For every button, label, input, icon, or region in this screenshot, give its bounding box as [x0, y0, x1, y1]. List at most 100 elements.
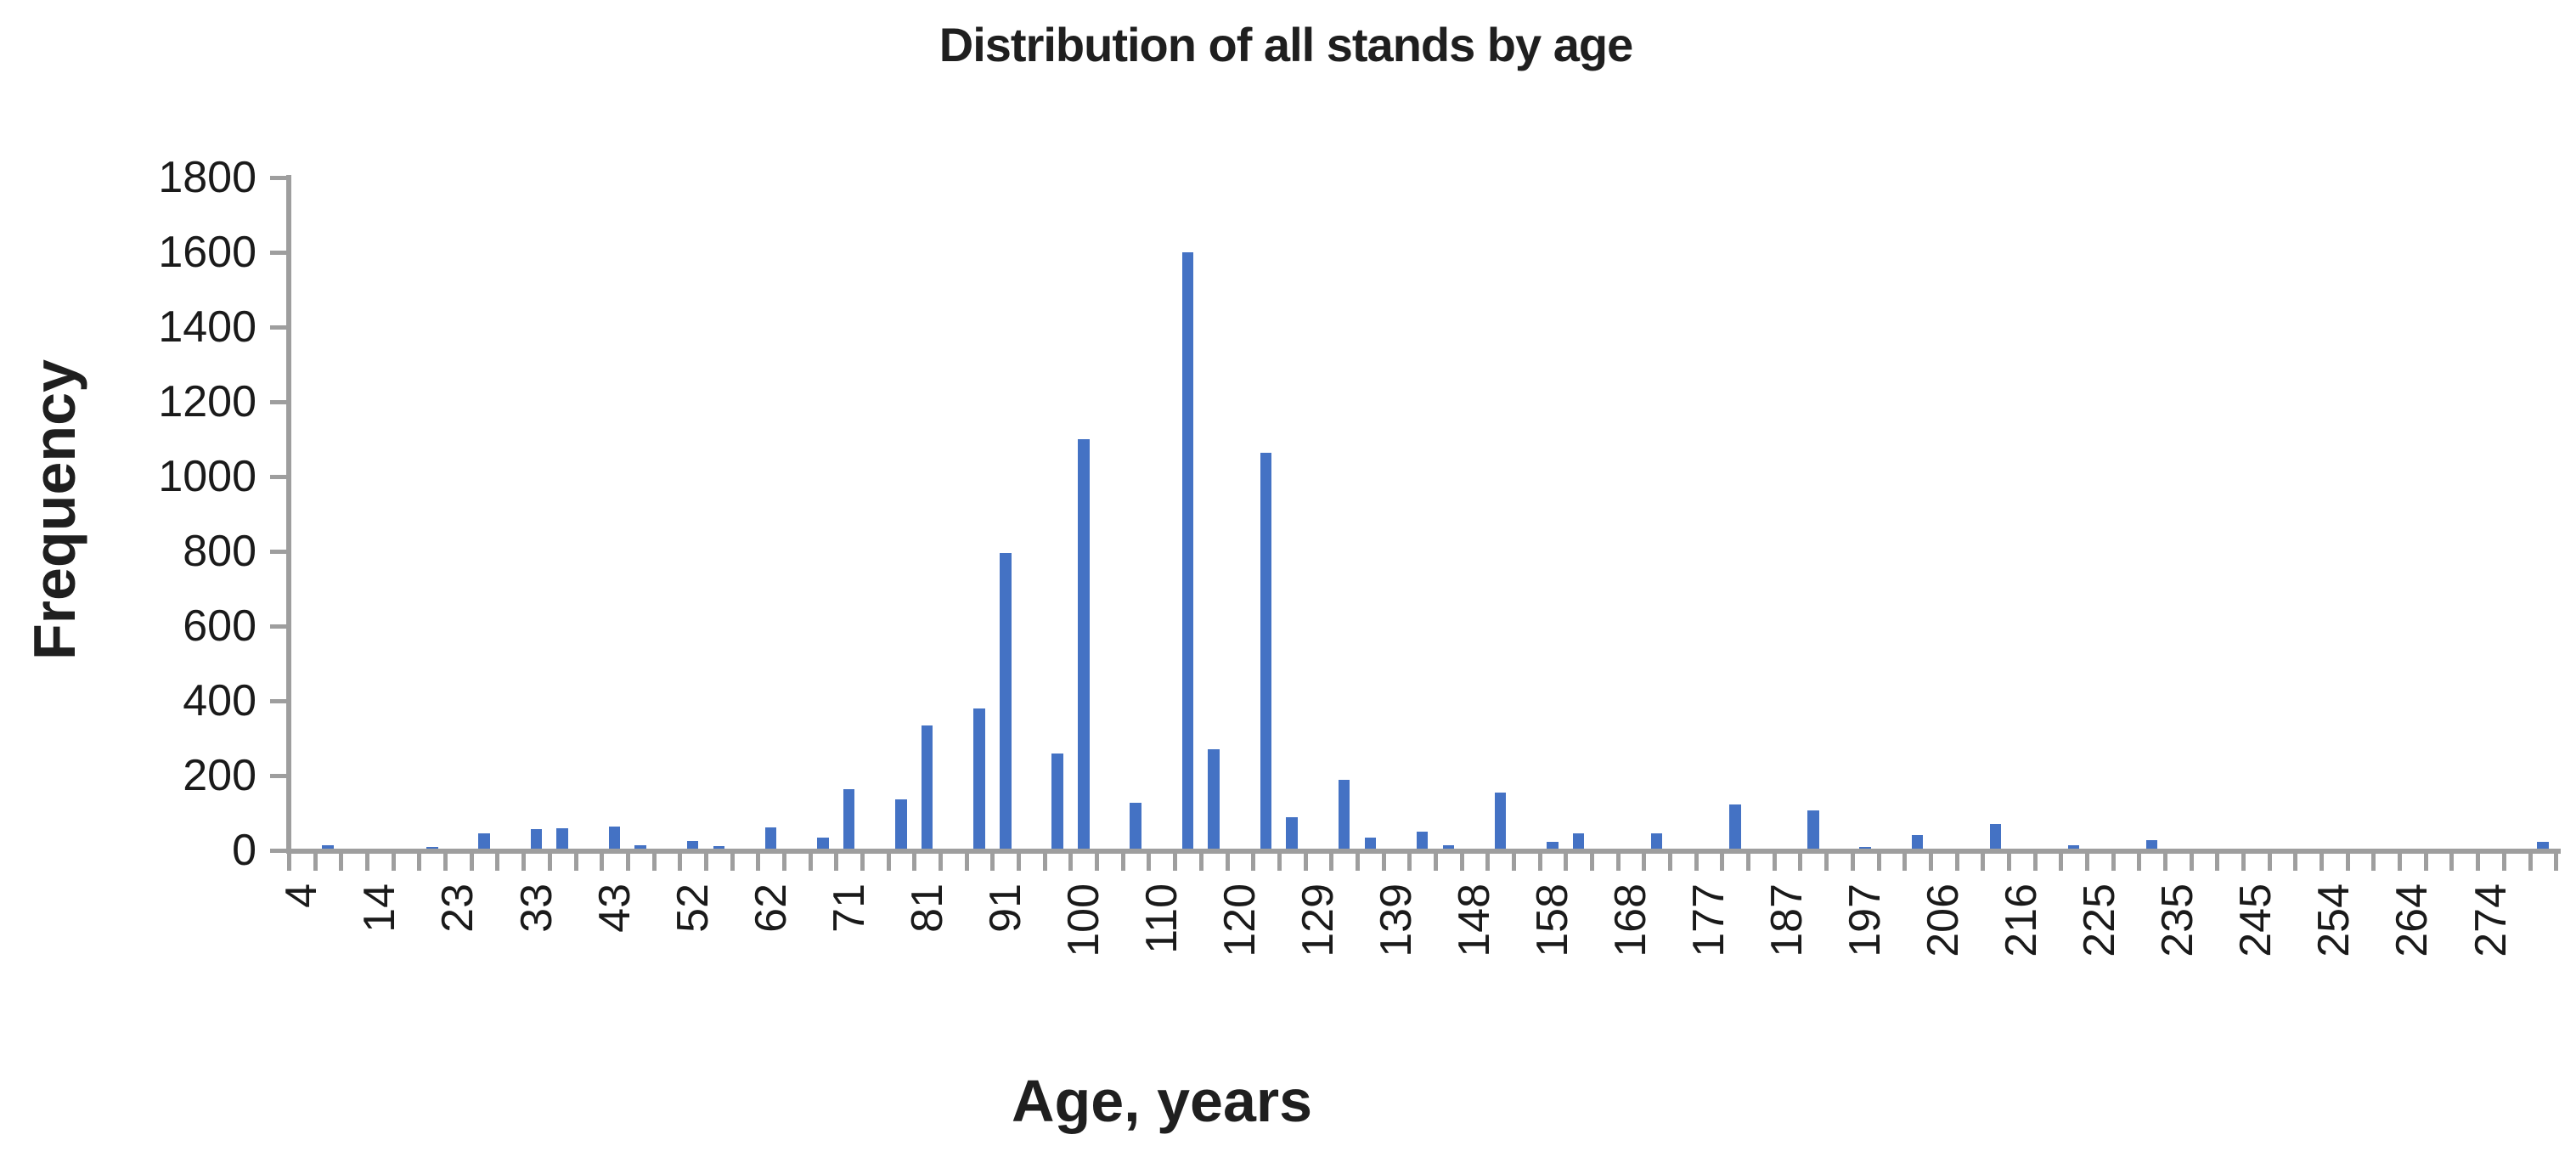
x-axis-tick	[703, 854, 708, 871]
x-axis-tick	[1954, 854, 1959, 871]
y-axis-tick-label: 1400	[158, 302, 256, 352]
bar	[530, 829, 543, 849]
x-axis-tick-label: 91	[980, 883, 1030, 933]
bar	[1051, 753, 1063, 849]
x-axis-tick	[600, 854, 605, 871]
bar	[634, 844, 646, 849]
x-axis-tick	[2476, 854, 2481, 871]
x-axis-tick-label: 148	[1449, 883, 1499, 957]
x-axis-tick	[678, 854, 683, 871]
x-axis-tick-label: 216	[1997, 883, 2047, 957]
x-axis-tick	[1981, 854, 1986, 871]
x-axis-tick	[2084, 854, 2089, 871]
y-axis-tick-label: 1000	[158, 452, 256, 501]
y-axis-tick	[270, 325, 286, 330]
x-axis-tick	[1095, 854, 1100, 871]
y-axis-tick-label: 400	[183, 676, 256, 725]
x-axis-tick	[417, 854, 422, 871]
x-axis-tick-label: 71	[824, 883, 874, 933]
x-axis-tick	[1590, 854, 1594, 871]
x-axis-tick	[1277, 854, 1282, 871]
x-axis-tick	[1642, 854, 1647, 871]
x-axis-tick	[1329, 854, 1334, 871]
y-axis-tick	[270, 400, 286, 404]
x-axis-tick	[939, 854, 943, 871]
x-axis-tick	[2501, 854, 2506, 871]
x-axis-tick	[808, 854, 813, 871]
x-axis-tick	[1876, 854, 1881, 871]
x-axis-tick-label: 110	[1136, 883, 1187, 954]
x-axis-tick	[730, 854, 735, 871]
x-axis-tick	[2111, 854, 2116, 871]
x-axis-tick	[2449, 854, 2455, 871]
y-axis-line	[286, 175, 291, 854]
x-axis-tick	[2215, 854, 2220, 871]
bar	[1181, 251, 1194, 849]
x-axis-tick	[1173, 854, 1178, 871]
x-axis-tick	[547, 854, 552, 871]
x-axis-tick-label: 81	[902, 883, 952, 933]
bar	[2145, 839, 2158, 849]
bar	[817, 838, 829, 849]
x-axis-tick	[1407, 854, 1412, 871]
x-axis-tick	[1615, 854, 1621, 871]
bar	[556, 827, 568, 849]
x-axis-tick	[1147, 854, 1152, 871]
x-axis-tick	[964, 854, 969, 871]
x-axis-tick	[391, 854, 396, 871]
y-axis-tick-label: 1200	[158, 377, 256, 426]
y-axis-tick	[270, 774, 286, 778]
x-axis-tick	[2241, 854, 2246, 871]
y-axis-tick	[270, 550, 286, 554]
bar	[426, 847, 438, 849]
x-axis-tick-label: 139	[1371, 883, 1421, 957]
x-axis-tick	[1902, 854, 1908, 871]
y-axis-tick	[270, 251, 286, 255]
bar	[1364, 837, 1376, 849]
x-axis-tick	[495, 854, 500, 871]
bar	[1494, 793, 1507, 849]
bar	[478, 833, 490, 849]
x-axis-tick	[2137, 854, 2142, 871]
y-axis-tick	[270, 624, 286, 629]
x-axis-tick	[2267, 854, 2272, 871]
x-axis-tick	[625, 854, 630, 871]
x-axis-tick	[781, 854, 786, 871]
x-axis-tick	[1537, 854, 1542, 871]
bar	[1807, 810, 1819, 849]
bar	[1650, 833, 1663, 849]
bar	[1416, 831, 1429, 849]
x-axis-tick	[1120, 854, 1125, 871]
bar	[1000, 553, 1012, 849]
x-axis-tick-label: 264	[2387, 883, 2438, 957]
bar	[1859, 846, 1871, 849]
bar	[1572, 833, 1585, 849]
x-axis-tick-label: 235	[2153, 883, 2203, 957]
x-axis-tick	[1017, 854, 1021, 871]
bar	[1286, 816, 1298, 849]
y-axis-tick	[270, 849, 286, 853]
bar	[1442, 844, 1454, 849]
x-axis-tick	[886, 854, 891, 871]
bar	[2537, 842, 2549, 849]
bar	[843, 788, 855, 849]
x-axis-tick-label: 177	[1684, 883, 1734, 957]
x-axis-tick	[365, 854, 369, 871]
x-axis-tick	[1355, 854, 1360, 871]
x-axis-tick	[1928, 854, 1933, 871]
x-axis-tick	[990, 854, 995, 871]
chart-title: Distribution of all stands by age	[939, 18, 1633, 71]
x-axis-tick-label: 100	[1058, 883, 1108, 957]
x-axis-tick	[1694, 854, 1699, 871]
x-axis-tick-label: 62	[746, 883, 796, 933]
bar	[1260, 452, 1272, 849]
x-axis-tick-label: 33	[511, 883, 561, 933]
x-axis-tick	[2320, 854, 2324, 871]
x-axis-tick	[1433, 854, 1438, 871]
bar	[608, 826, 621, 849]
x-axis-tick-label: 129	[1293, 883, 1343, 957]
x-axis-tick	[2059, 854, 2064, 871]
x-axis-tick	[1198, 854, 1203, 871]
x-axis-tick-label: 158	[1528, 883, 1577, 957]
